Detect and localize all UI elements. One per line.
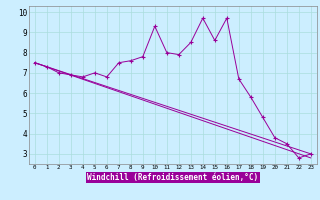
X-axis label: Windchill (Refroidissement éolien,°C): Windchill (Refroidissement éolien,°C) <box>87 173 258 182</box>
